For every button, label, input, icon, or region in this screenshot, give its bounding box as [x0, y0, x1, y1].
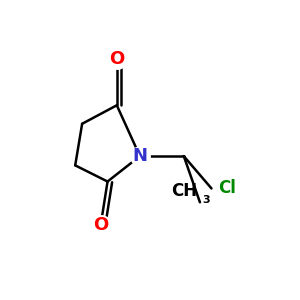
Text: Cl: Cl — [218, 179, 236, 197]
Text: CH: CH — [172, 182, 198, 200]
Text: O: O — [109, 50, 124, 68]
Text: O: O — [93, 216, 108, 234]
Text: 3: 3 — [202, 195, 209, 205]
Text: N: N — [132, 147, 147, 165]
